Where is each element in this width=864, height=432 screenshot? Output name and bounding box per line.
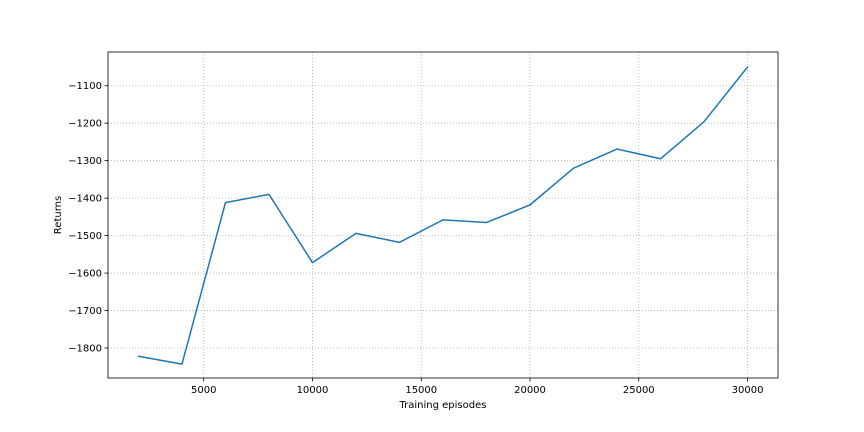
series-layer <box>137 66 749 365</box>
y-axis: −1800 −1700 −1600 −1500 −1400 −1300 −1200 −1100 <box>68 81 108 355</box>
x-tick-label: 10000 <box>297 385 329 396</box>
y-axis-label: Returns <box>53 196 64 234</box>
x-tick-label: 25000 <box>623 385 655 396</box>
y-tick-label: −1200 <box>68 119 102 130</box>
x-tick-label: 15000 <box>405 385 437 396</box>
y-tick-label: −1800 <box>68 344 102 355</box>
y-tick-label: −1300 <box>68 156 102 167</box>
x-tick-label: 20000 <box>514 385 546 396</box>
grid <box>108 52 778 378</box>
x-tick-label: 5000 <box>191 385 216 396</box>
y-tick-label: −1700 <box>68 306 102 317</box>
y-tick-label: −1400 <box>68 194 102 205</box>
x-tick-label: 30000 <box>732 385 764 396</box>
plot-frame <box>107 51 779 379</box>
y-tick-label: −1500 <box>68 231 102 242</box>
x-axis-label: Training episodes <box>399 400 487 411</box>
y-tick-label: −1600 <box>68 269 102 280</box>
x-axis: 5000 10000 15000 20000 25000 30000 <box>191 378 763 396</box>
y-tick-label: −1100 <box>68 81 102 92</box>
